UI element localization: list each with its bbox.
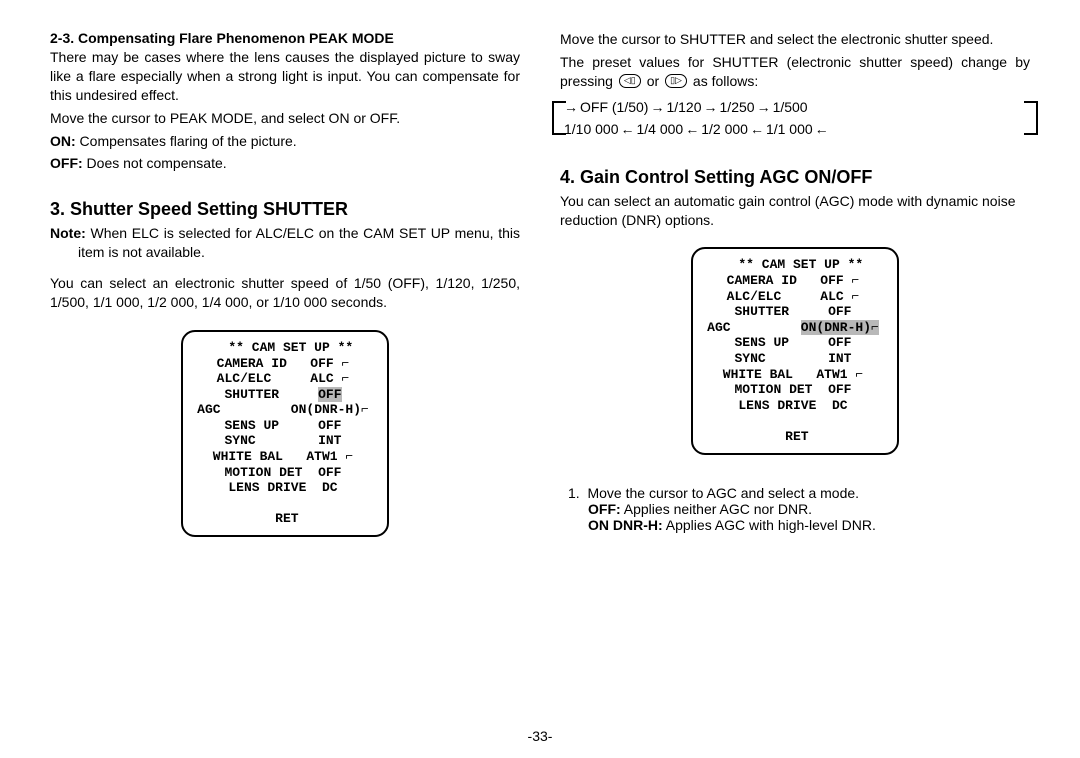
cycle-bottom-row: 1/10 000←1/4 000←1/2 000←1/1 000←: [564, 121, 1026, 137]
cycle-top-row: →OFF (1/50)→1/120→1/250→1/500: [564, 99, 1026, 115]
section-2-3-para-2: Move the cursor to PEAK MODE, and select…: [50, 109, 520, 128]
page-number: -33-: [0, 728, 1080, 744]
left-column: 2-3. Compensating Flare Phenomenon PEAK …: [50, 30, 520, 551]
section-3-heading: 3. Shutter Speed Setting SHUTTER: [50, 199, 520, 220]
list-1-off-label: OFF:: [588, 501, 621, 517]
list-1-on: ON DNR-H: Applies AGC with high-level DN…: [560, 517, 1030, 533]
section-3-note: Note: When ELC is selected for ALC/ELC o…: [50, 224, 520, 262]
on-text: Compensates flaring of the picture.: [76, 133, 297, 149]
menu-wrap-left: ** CAM SET UP ** CAMERA ID OFF ⌐ ALC/ELC…: [50, 316, 520, 551]
on-label: ON:: [50, 133, 76, 149]
section-2-3-para-1: There may be cases where the lens causes…: [50, 48, 520, 105]
loop-bracket-left: [552, 101, 566, 135]
cam-setup-menu-agc: ** CAM SET UP ** CAMERA ID OFF ⌐ ALC/ELC…: [691, 247, 899, 454]
shutter-cycle-diagram: →OFF (1/50)→1/120→1/250→1/500 1/10 000←1…: [560, 95, 1030, 141]
list-1-off: OFF: Applies neither AGC nor DNR.: [560, 501, 1030, 517]
right-button-icon: ▯▷: [665, 74, 687, 88]
note-label: Note:: [50, 225, 86, 241]
list-1-off-text: Applies neither AGC nor DNR.: [621, 501, 812, 517]
off-text: Does not compensate.: [83, 155, 227, 171]
list-1-num: 1.: [568, 485, 580, 501]
section-3-para-1: You can select an electronic shutter spe…: [50, 274, 520, 312]
list-1-text: Move the cursor to AGC and select a mode…: [587, 485, 859, 501]
section-2-3-off: OFF: Does not compensate.: [50, 154, 520, 173]
right-para-1: Move the cursor to SHUTTER and select th…: [560, 30, 1030, 49]
list-item-1: 1. Move the cursor to AGC and select a m…: [560, 485, 1030, 501]
loop-bracket-right: [1024, 101, 1038, 135]
p2c: as follows:: [689, 73, 758, 89]
note-text: When ELC is selected for ALC/ELC on the …: [78, 225, 520, 260]
section-4-heading: 4. Gain Control Setting AGC ON/OFF: [560, 167, 1030, 188]
right-column: Move the cursor to SHUTTER and select th…: [560, 30, 1030, 551]
left-button-icon: ◁▯: [619, 74, 641, 88]
list-1-on-text: Applies AGC with high-level DNR.: [663, 517, 876, 533]
section-4-para-1: You can select an automatic gain control…: [560, 192, 1030, 230]
section-2-3-on: ON: Compensates flaring of the picture.: [50, 132, 520, 151]
menu-wrap-right: ** CAM SET UP ** CAMERA ID OFF ⌐ ALC/ELC…: [560, 233, 1030, 468]
section-2-3-heading: 2-3. Compensating Flare Phenomenon PEAK …: [50, 30, 520, 46]
list-1-on-label: ON DNR-H:: [588, 517, 663, 533]
off-label: OFF:: [50, 155, 83, 171]
p2b: or: [643, 73, 663, 89]
cam-setup-menu-shutter: ** CAM SET UP ** CAMERA ID OFF ⌐ ALC/ELC…: [181, 330, 389, 537]
right-para-2: The preset values for SHUTTER (electroni…: [560, 53, 1030, 91]
